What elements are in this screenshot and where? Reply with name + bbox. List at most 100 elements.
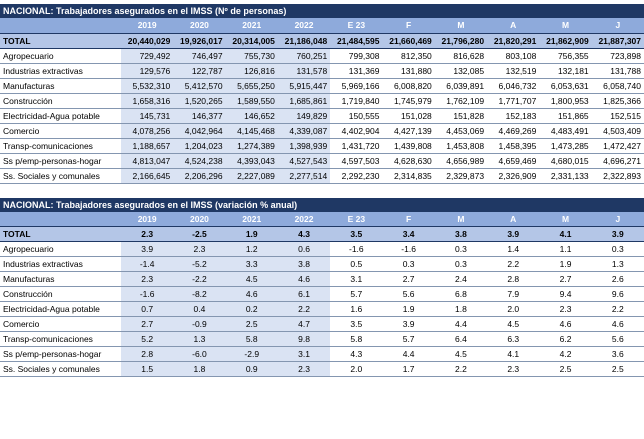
header-row: 2019 2020 2021 2022 E 23 F M A M J	[0, 211, 644, 227]
row-label: Transp-comunicaciones	[0, 331, 121, 347]
data-cell: 1.9	[382, 301, 435, 317]
table-row: Construcción -1.6 -8.2 4.6 6.1 5.7 5.6 6.8 7.9 9.…	[0, 286, 644, 302]
data-cell: 4,628,630	[382, 153, 435, 169]
data-cell: 755,730	[225, 48, 278, 64]
data-cell: 760,251	[277, 48, 331, 64]
data-cell: 1.9	[539, 256, 592, 272]
data-cell: 4.3	[330, 346, 383, 362]
row-label: Ss. Sociales y comunales	[0, 361, 121, 377]
table-row: Comercio 4,078,256 4,042,964 4,145,468 4,339…	[0, 123, 644, 139]
total-value: 3.5	[330, 226, 383, 242]
total-value: 4.3	[277, 226, 331, 242]
data-cell: 4.4	[382, 346, 435, 362]
data-cell: 7.9	[487, 286, 540, 302]
data-cell: 4,339,087	[277, 123, 331, 139]
row-label: Agropecuario	[0, 48, 121, 64]
data-cell: 1,520,265	[173, 93, 226, 109]
data-cell: 3.9	[382, 316, 435, 332]
column-header: E 23	[330, 18, 383, 33]
data-cell: 5.7	[330, 286, 383, 302]
data-cell: 1,658,316	[121, 93, 174, 109]
data-cell: -6.0	[173, 346, 226, 362]
data-cell: 131,578	[277, 63, 331, 79]
data-cell: 4.6	[591, 316, 644, 332]
data-cell: 129,576	[121, 63, 174, 79]
data-cell: 1.7	[382, 361, 435, 377]
data-cell: 4,524,238	[173, 153, 226, 169]
total-value: 4.1	[539, 226, 592, 242]
data-cell: 151,828	[434, 108, 488, 124]
table-row: Construcción 1,658,316 1,520,265 1,589,550 1…	[0, 93, 644, 109]
row-label: Comercio	[0, 123, 121, 139]
total-value: 3.9	[591, 226, 644, 242]
data-cell: 4,469,269	[487, 123, 540, 139]
total-value: 21,820,291	[487, 32, 540, 49]
total-value: -2.5	[173, 226, 226, 242]
data-cell: 5,532,310	[121, 78, 174, 94]
data-cell: 2.2	[487, 256, 540, 272]
data-cell: 0.3	[382, 256, 435, 272]
data-cell: 2,326,909	[487, 168, 540, 184]
data-cell: 5,412,570	[173, 78, 226, 94]
column-header: 2019	[121, 211, 174, 227]
data-cell: 6.2	[539, 331, 592, 347]
row-label: Electricidad-Agua potable	[0, 301, 121, 317]
data-cell: 1,762,109	[434, 93, 488, 109]
data-cell: 1,685,861	[277, 93, 331, 109]
data-cell: 4.4	[434, 316, 488, 332]
data-cell: 2.2	[591, 301, 644, 317]
table-row: Manufacturas 5,532,310 5,412,570 5,655,250 5…	[0, 78, 644, 94]
data-cell: 6.1	[277, 286, 331, 302]
data-cell: 1,453,808	[434, 138, 488, 154]
table1-section: NACIONAL: Trabajadores asegurados en el …	[0, 4, 644, 184]
column-header: M	[434, 18, 488, 33]
header-label-cell	[0, 211, 121, 227]
total-value: 3.9	[487, 226, 540, 242]
column-header: J	[591, 211, 644, 227]
data-cell: 1,398,939	[277, 138, 331, 154]
data-cell: 3.3	[225, 256, 278, 272]
data-cell: 1,274,389	[225, 138, 278, 154]
data-cell: -1.6	[330, 241, 383, 257]
data-cell: 4,696,271	[591, 153, 644, 169]
row-label: Agropecuario	[0, 241, 121, 257]
data-cell: 4,680,015	[539, 153, 592, 169]
data-cell: 145,731	[121, 108, 174, 124]
total-value: 21,862,909	[539, 32, 592, 49]
data-cell: 1,719,840	[330, 93, 383, 109]
data-cell: -2.2	[173, 271, 226, 287]
data-cell: 6,053,631	[539, 78, 592, 94]
row-label: Ss. Sociales y comunales	[0, 168, 121, 184]
column-header: M	[539, 18, 592, 33]
table-row: Electricidad-Agua potable 0.7 0.4 0.2 2.2 1.6…	[0, 301, 644, 317]
data-cell: 1.8	[173, 361, 226, 377]
data-cell: 2,314,835	[382, 168, 435, 184]
data-cell: 1.3	[591, 256, 644, 272]
data-cell: 0.7	[121, 301, 174, 317]
column-header: F	[382, 211, 435, 227]
data-cell: 1,589,550	[225, 93, 278, 109]
data-cell: 4,503,409	[591, 123, 644, 139]
data-cell: 2.3	[173, 241, 226, 257]
data-cell: 746,497	[173, 48, 226, 64]
data-cell: 6.8	[434, 286, 488, 302]
data-cell: 152,183	[487, 108, 540, 124]
data-cell: 6.3	[487, 331, 540, 347]
row-label: TOTAL	[0, 32, 121, 49]
total-value: 21,484,595	[330, 32, 383, 49]
data-cell: 756,355	[539, 48, 592, 64]
data-cell: 4.5	[434, 346, 488, 362]
data-cell: 4,527,543	[277, 153, 331, 169]
table-row: Ss p/emp-personas-hogar 4,813,047 4,524,23…	[0, 153, 644, 169]
header-label-cell	[0, 18, 121, 33]
data-cell: 2.7	[539, 271, 592, 287]
data-cell: 132,181	[539, 63, 592, 79]
data-cell: 729,492	[121, 48, 174, 64]
data-cell: 4,597,503	[330, 153, 383, 169]
data-cell: 2.6	[591, 271, 644, 287]
data-cell: 2,227,089	[225, 168, 278, 184]
data-cell: 0.3	[591, 241, 644, 257]
data-cell: 2,166,645	[121, 168, 174, 184]
data-cell: 3.9	[121, 241, 174, 257]
total-value: 20,314,005	[225, 32, 278, 49]
